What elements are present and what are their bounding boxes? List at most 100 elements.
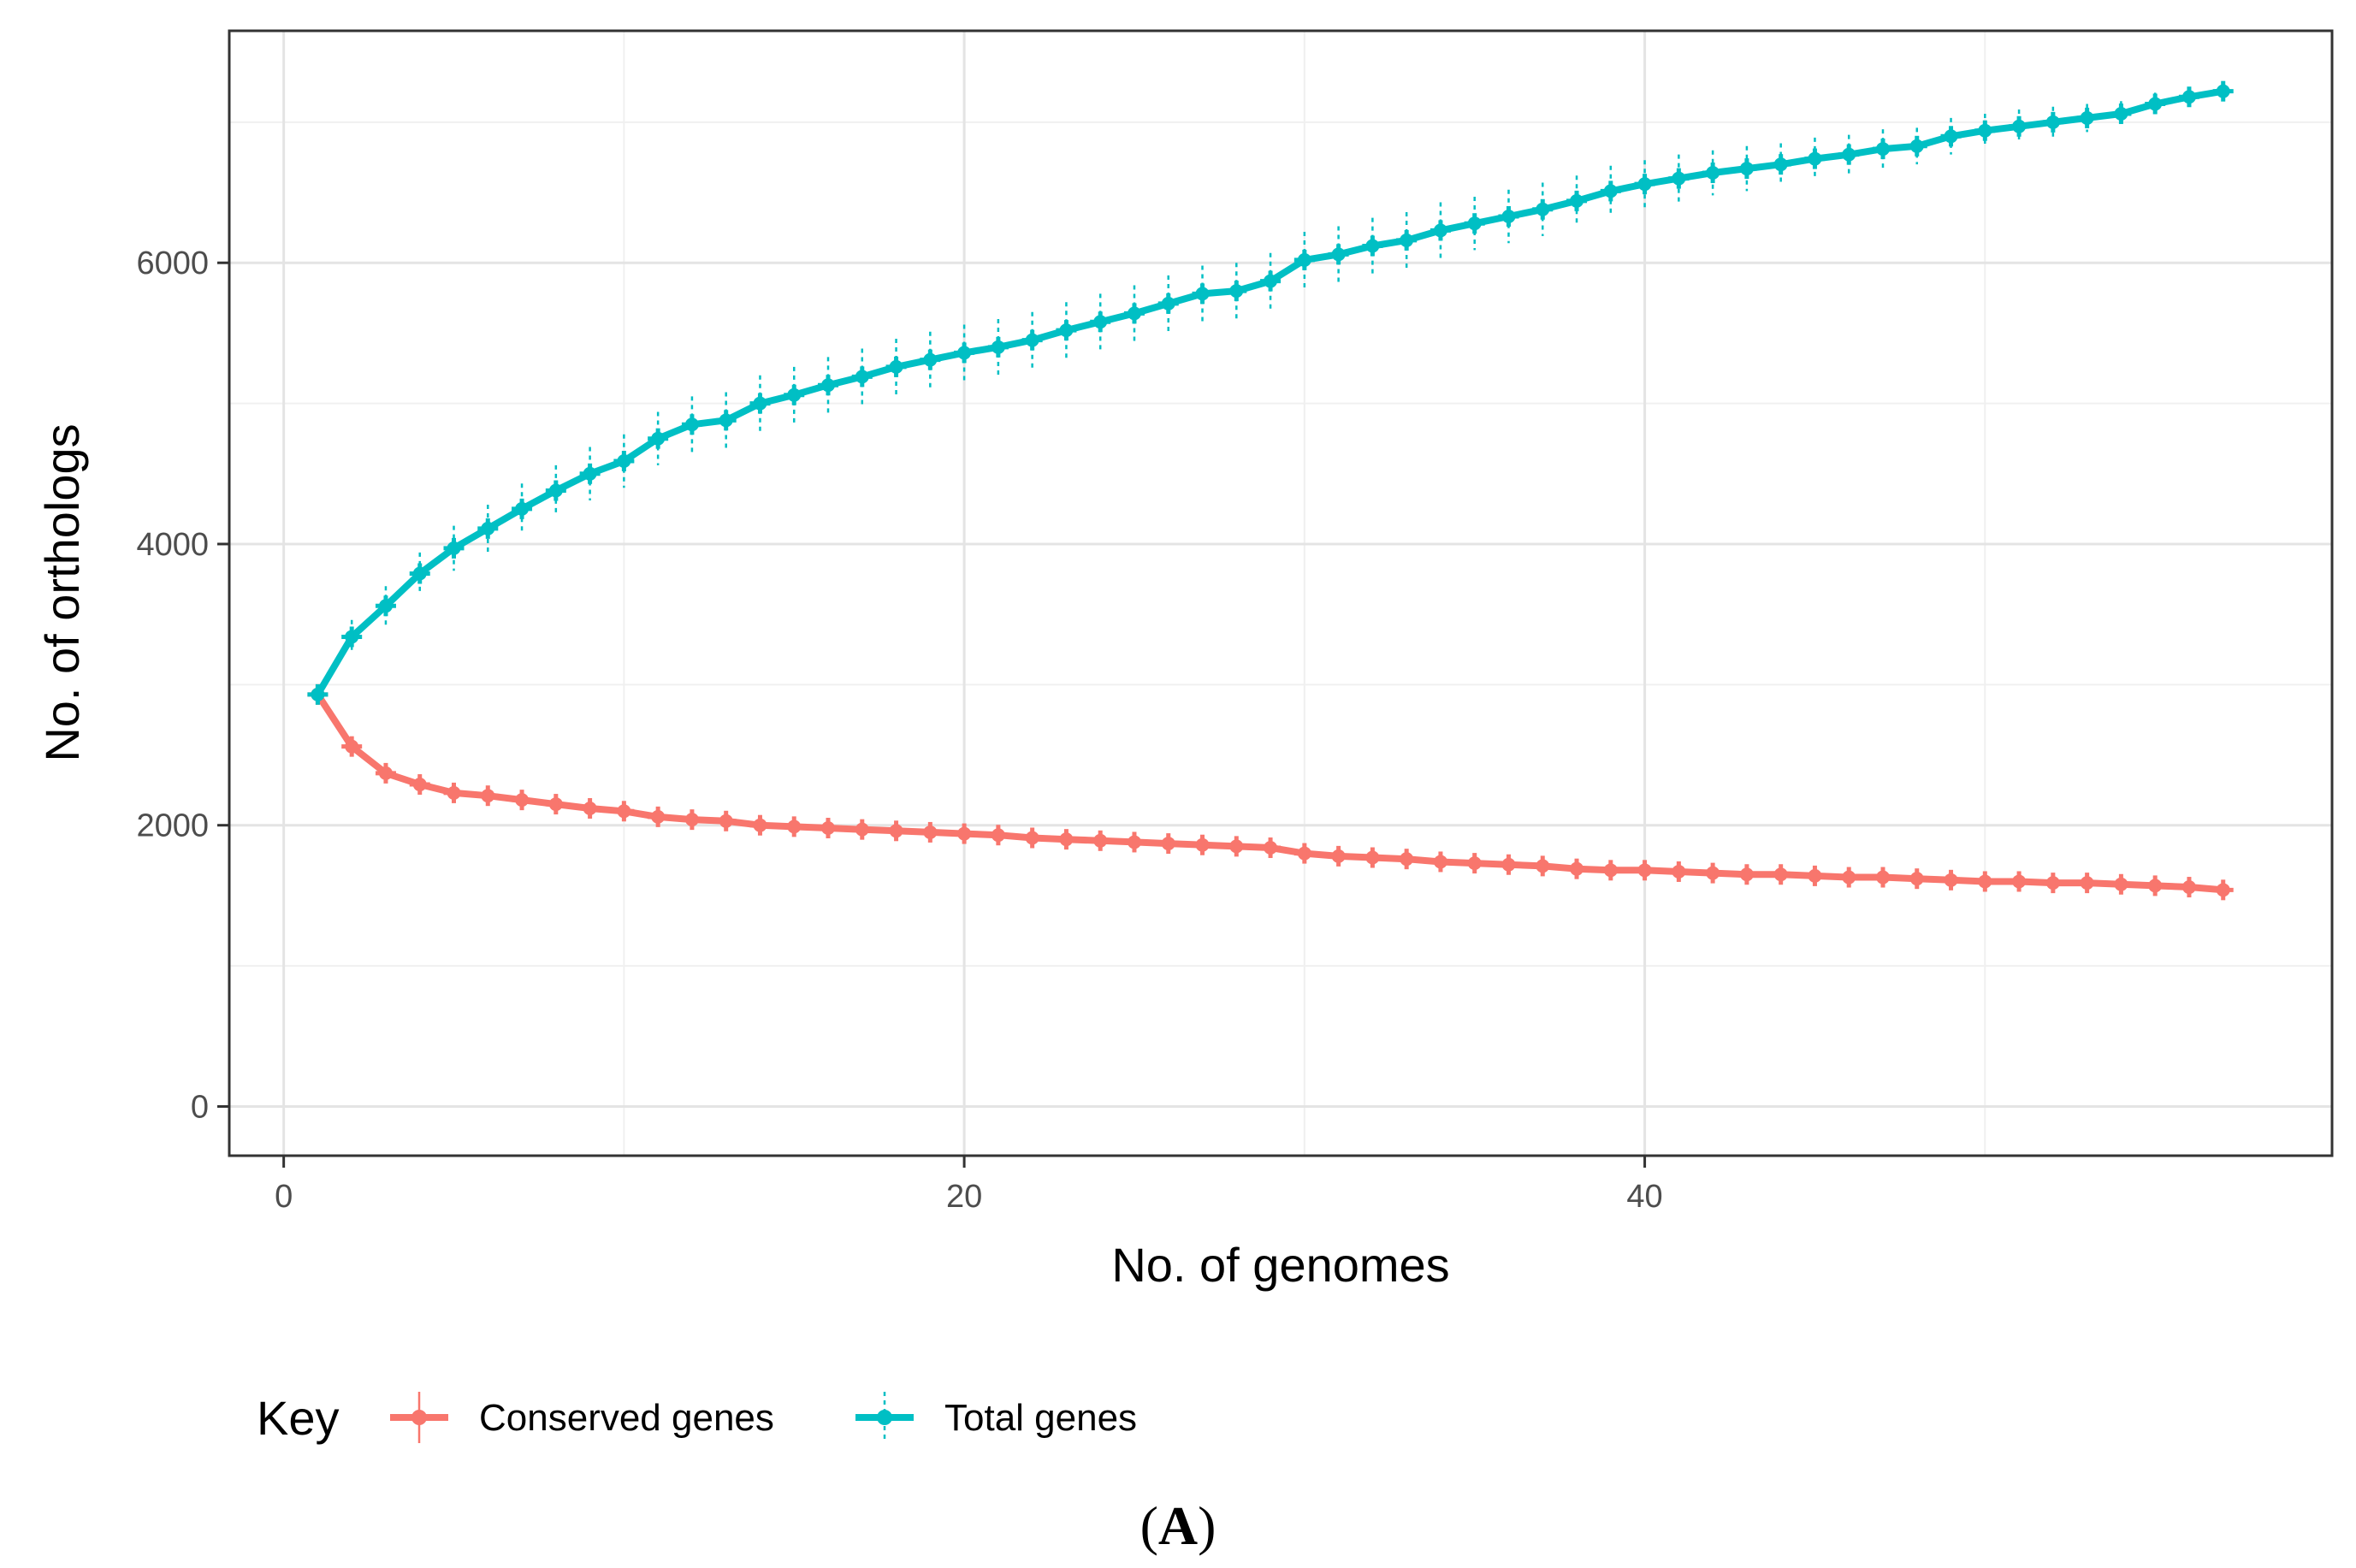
data-point bbox=[1600, 180, 1621, 202]
legend-label-total: Total genes bbox=[944, 1397, 1137, 1439]
x-tick-label: 20 bbox=[946, 1179, 982, 1215]
data-point bbox=[1293, 249, 1315, 270]
data-point bbox=[1464, 853, 1485, 874]
data-point bbox=[2042, 873, 2063, 894]
data-point bbox=[545, 794, 566, 815]
data-point bbox=[2009, 871, 2030, 892]
data-point bbox=[681, 414, 702, 435]
data-point bbox=[987, 825, 1009, 846]
data-point bbox=[579, 463, 601, 484]
data-point bbox=[1600, 860, 1621, 881]
data-point bbox=[1940, 126, 1962, 147]
data-point bbox=[920, 821, 941, 843]
data-point bbox=[1736, 864, 1757, 885]
data-point bbox=[1123, 303, 1145, 324]
caption-letter: A bbox=[1158, 1495, 1198, 1556]
data-point bbox=[2009, 115, 2030, 137]
data-point bbox=[1021, 827, 1043, 849]
x-tick-label: 40 bbox=[1626, 1179, 1662, 1215]
legend-key-total bbox=[855, 1392, 914, 1443]
data-point bbox=[2145, 875, 2166, 896]
data-point bbox=[1192, 283, 1213, 305]
series-conserved-genes bbox=[307, 683, 2234, 901]
data-point bbox=[749, 814, 771, 836]
data-point bbox=[1498, 854, 1519, 875]
series-layer bbox=[307, 80, 2234, 901]
data-point bbox=[818, 818, 839, 839]
data-point bbox=[1056, 829, 1077, 850]
data-point bbox=[443, 537, 465, 559]
data-point bbox=[920, 349, 941, 370]
data-point bbox=[2178, 877, 2199, 898]
data-point bbox=[1770, 154, 1791, 175]
data-point bbox=[818, 375, 839, 396]
data-point bbox=[1906, 868, 1927, 890]
data-point bbox=[784, 384, 805, 405]
data-point bbox=[1123, 831, 1145, 853]
data-point bbox=[1430, 220, 1451, 241]
data-point bbox=[512, 790, 533, 811]
data-point bbox=[2076, 107, 2098, 128]
data-point bbox=[954, 342, 975, 364]
y-tick-label: 0 bbox=[191, 1089, 209, 1125]
data-point bbox=[1021, 329, 1043, 351]
data-point bbox=[1770, 864, 1791, 885]
data-point bbox=[1634, 174, 1655, 195]
data-point bbox=[1226, 281, 1247, 302]
data-point bbox=[715, 810, 737, 831]
data-point bbox=[1566, 190, 1588, 211]
data-point bbox=[2110, 103, 2132, 124]
data-point bbox=[375, 762, 396, 784]
y-tick-label: 4000 bbox=[136, 527, 209, 563]
data-point bbox=[1872, 867, 1893, 888]
data-point bbox=[1974, 120, 1996, 141]
data-point bbox=[1260, 270, 1282, 292]
data-point bbox=[1940, 869, 1962, 891]
data-point bbox=[1157, 293, 1179, 314]
data-point bbox=[1838, 144, 1860, 165]
data-point bbox=[613, 450, 635, 471]
data-point bbox=[1906, 135, 1927, 157]
data-point bbox=[409, 563, 430, 584]
data-point bbox=[341, 626, 363, 648]
axis-ticks bbox=[217, 261, 1647, 1168]
data-point bbox=[1498, 205, 1519, 227]
data-point bbox=[1362, 847, 1383, 868]
data-point bbox=[2110, 873, 2132, 895]
caption-close-paren: ) bbox=[1198, 1495, 1216, 1556]
legend-keys bbox=[390, 1392, 914, 1443]
data-point bbox=[1702, 163, 1724, 184]
data-point bbox=[477, 785, 499, 807]
data-point bbox=[1702, 862, 1724, 884]
data-point bbox=[885, 356, 907, 377]
data-point bbox=[2178, 86, 2199, 108]
caption-open-paren: ( bbox=[1140, 1495, 1158, 1556]
y-axis-title: No. of orthologs bbox=[35, 423, 89, 761]
data-point bbox=[1532, 855, 1554, 877]
figure-caption: (A) bbox=[1140, 1495, 1216, 1556]
data-point bbox=[1464, 213, 1485, 234]
data-point bbox=[987, 336, 1009, 358]
data-point bbox=[443, 782, 465, 803]
data-point bbox=[2212, 879, 2234, 901]
panel-background bbox=[229, 31, 2332, 1156]
data-point bbox=[1293, 843, 1315, 864]
data-point bbox=[648, 806, 669, 827]
legend-key-point bbox=[411, 1410, 427, 1425]
y-tick-label: 2000 bbox=[136, 808, 209, 844]
data-point bbox=[545, 480, 566, 501]
data-point bbox=[1260, 837, 1282, 859]
series-total-genes bbox=[307, 80, 2234, 705]
legend: Key Conserved genes Total genes bbox=[257, 1391, 1137, 1445]
data-point bbox=[749, 393, 771, 414]
x-tick-labels: 0 20 40 bbox=[275, 1179, 1663, 1215]
data-point bbox=[954, 823, 975, 844]
data-point bbox=[784, 816, 805, 837]
data-point bbox=[1328, 845, 1349, 867]
data-point bbox=[307, 683, 329, 705]
data-point bbox=[1396, 229, 1418, 251]
data-point bbox=[1974, 871, 1996, 892]
x-axis-title: No. of genomes bbox=[1111, 1238, 1449, 1292]
data-point bbox=[1056, 320, 1077, 341]
